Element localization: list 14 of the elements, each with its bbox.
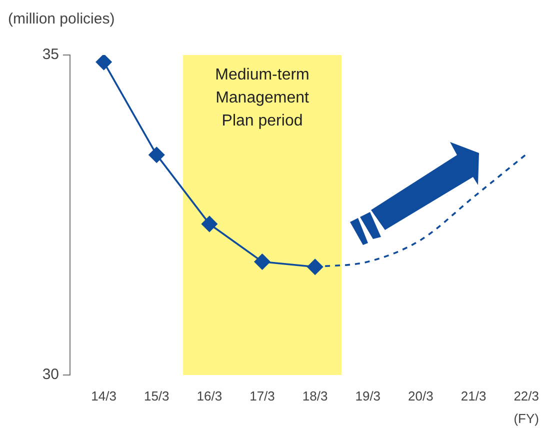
x-tick-label: 21/3: [460, 388, 486, 404]
x-tick-label: 18/3: [302, 388, 328, 404]
x-tick-label: 22/3: [514, 388, 540, 404]
y-tick-label: 35: [42, 46, 59, 64]
band-label: Medium-term Management Plan period: [215, 66, 310, 130]
y-tick-label: 30: [42, 366, 59, 384]
x-tick-label: 20/3: [408, 388, 434, 404]
x-tick-label: 16/3: [196, 388, 222, 404]
x-axis-title: (FY): [514, 411, 539, 426]
y-axis-title: (million policies): [8, 10, 115, 28]
x-tick-label: 15/3: [144, 388, 170, 404]
x-tick-label: 17/3: [250, 388, 275, 404]
x-tick-label: 14/3: [91, 388, 116, 404]
x-tick-label: 19/3: [355, 388, 381, 404]
